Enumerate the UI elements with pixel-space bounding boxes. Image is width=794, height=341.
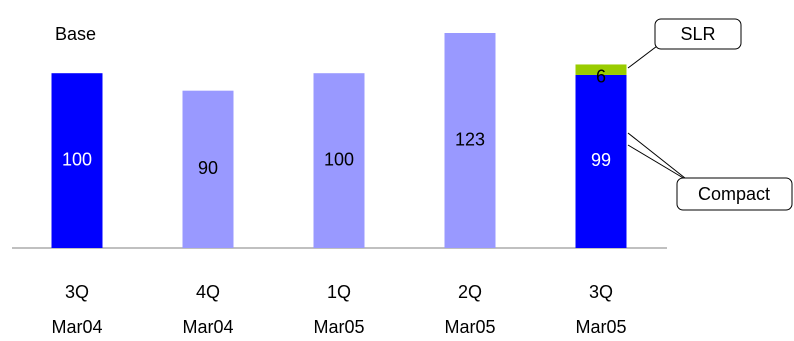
callout-box <box>654 18 742 50</box>
bar <box>575 74 627 248</box>
bar <box>575 64 627 75</box>
value-label: 123 <box>455 129 485 149</box>
value-label: 100 <box>324 149 354 169</box>
x-tick-label: 1Q <box>327 282 351 302</box>
value-label: 6 <box>596 66 606 86</box>
callout-line <box>627 144 691 183</box>
value-label: 99 <box>591 150 611 170</box>
legend-label: SLR <box>680 24 715 44</box>
x-tick-label: 3Q <box>65 282 89 302</box>
annotation: Base <box>55 24 96 44</box>
x-tick-label: Mar05 <box>575 317 626 337</box>
x-tick-label: 4Q <box>196 282 220 302</box>
bar <box>51 73 103 249</box>
callout-line <box>627 132 691 183</box>
value-label: 100 <box>62 149 92 169</box>
value-label: 90 <box>198 158 218 178</box>
bar <box>444 33 496 248</box>
bar <box>182 90 234 249</box>
x-tick-label: Mar05 <box>444 317 495 337</box>
x-tick-label: 2Q <box>458 282 482 302</box>
legend-label: Compact <box>698 184 770 204</box>
x-tick-label: Mar05 <box>313 317 364 337</box>
x-tick-label: Mar04 <box>182 317 233 337</box>
x-tick-label: Mar04 <box>51 317 102 337</box>
callout-box <box>676 177 793 211</box>
bar <box>313 73 365 249</box>
x-tick-label: 3Q <box>589 282 613 302</box>
